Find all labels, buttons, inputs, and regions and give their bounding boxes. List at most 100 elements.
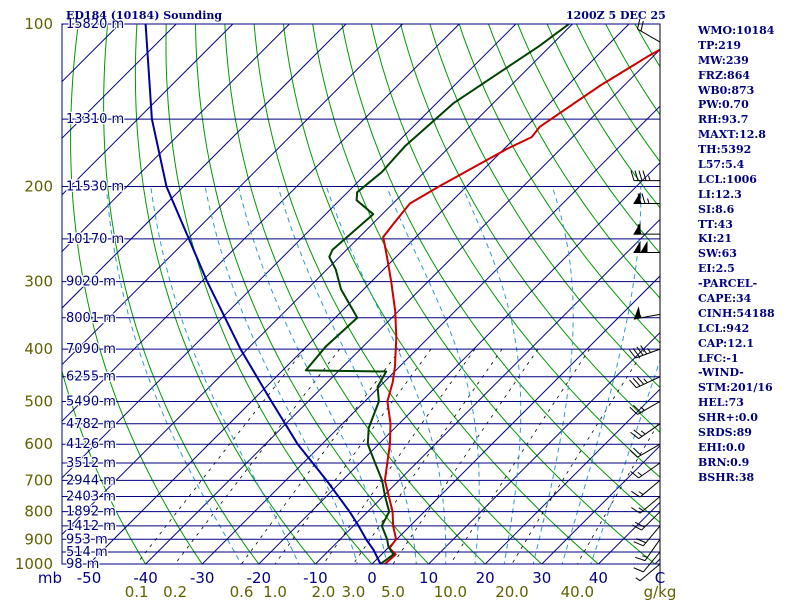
dry-adiabat-line xyxy=(458,24,660,344)
wind-barb-half-flag xyxy=(638,491,644,495)
wind-barb-half-flag xyxy=(638,507,644,512)
dry-adiabat-line xyxy=(517,24,660,254)
wind-barb-flag xyxy=(633,429,643,437)
valid-time: 1200Z 5 DEC 25 xyxy=(566,9,666,22)
index-item: RH:93.7 xyxy=(698,113,749,127)
pressure-tick-label: 200 xyxy=(24,178,53,196)
height-label: 2944 m xyxy=(66,473,116,488)
index-item: STM:201/16 xyxy=(698,381,773,395)
sounding-line xyxy=(144,24,383,564)
wind-barb-half-flag xyxy=(635,577,641,582)
index-item: TH:5392 xyxy=(698,143,752,157)
mixing-ratio-tick-label: 5.0 xyxy=(381,583,405,600)
mixing-ratio-tick-label: 2.0 xyxy=(311,583,335,600)
dry-adiabat-line xyxy=(103,24,260,564)
isotherm-line xyxy=(144,48,660,564)
index-item: BSHR:38 xyxy=(698,470,755,484)
wind-barb-flag xyxy=(632,524,642,531)
wind-barb xyxy=(633,191,660,205)
temperature-tick-label: 20 xyxy=(476,569,495,587)
mixing-ratio-line xyxy=(576,420,660,564)
wind-barb-half-flag xyxy=(642,555,648,558)
plot-frame xyxy=(61,23,661,588)
dry-adiabat-line xyxy=(341,24,660,524)
moist-adiabat-line xyxy=(386,186,480,564)
wind-barb-flag xyxy=(640,345,648,355)
index-item: SHR+:0.0 xyxy=(698,411,758,425)
isotherm-line xyxy=(62,24,460,422)
isotherm-lines xyxy=(62,24,660,564)
isotherm-line xyxy=(62,24,64,26)
sounding-line xyxy=(381,48,660,564)
dry-adiabat-line xyxy=(400,24,660,434)
index-item: KI:21 xyxy=(698,232,733,246)
wind-barb-shaft xyxy=(644,539,661,561)
wind-barb-half-flag xyxy=(640,406,645,411)
mixing-ratio-line xyxy=(274,348,432,564)
isotherm-line xyxy=(62,24,177,139)
temperature-tick-label: 10 xyxy=(419,569,438,587)
mixing-ratio-line xyxy=(352,348,503,564)
wind-barb xyxy=(628,345,661,359)
isotherm-line xyxy=(62,24,234,196)
wind-barb-shaft xyxy=(642,551,661,573)
height-label: 1892 m xyxy=(66,505,116,520)
index-item: EHI:0.0 xyxy=(698,440,746,454)
index-item: TP:219 xyxy=(698,38,742,52)
mixing-ratio-line xyxy=(392,348,539,564)
temperature-tick-label: -10 xyxy=(303,569,328,587)
index-item: LI:12.3 xyxy=(698,187,742,201)
pressure-tick-label: 100 xyxy=(24,15,53,33)
isotherm-line xyxy=(427,331,660,564)
index-item: SW:63 xyxy=(698,247,737,261)
wind-barb xyxy=(630,423,661,440)
dry-adiabat-lines xyxy=(62,24,660,564)
isotherm-line xyxy=(62,24,403,366)
height-label: 8001 m xyxy=(66,311,116,326)
wind-barb-half-flag xyxy=(648,175,651,181)
height-label: 3512 m xyxy=(66,456,116,471)
height-label: 4782 m xyxy=(66,417,116,432)
index-item: -PARCEL- xyxy=(698,277,758,291)
wind-barb-half-flag xyxy=(647,348,652,353)
index-item: WMO:10184 xyxy=(698,24,775,37)
wind-barb xyxy=(632,511,661,531)
index-item: -WIND- xyxy=(698,366,744,380)
wind-barb-half-flag xyxy=(637,471,643,476)
wind-barb-flag xyxy=(635,556,646,562)
moist-adiabat-line xyxy=(325,186,447,564)
index-item: SI:8.6 xyxy=(698,202,735,216)
wind-barb-flag xyxy=(636,538,647,544)
mixing-ratio-line xyxy=(174,348,341,564)
wind-barb-flag xyxy=(641,193,646,204)
isotherm-line xyxy=(88,24,630,564)
index-item: WB0:873 xyxy=(698,83,755,97)
moist-adiabat-line xyxy=(590,358,660,564)
wind-barb-flag xyxy=(640,20,644,32)
pressure-tick-label: 300 xyxy=(24,273,53,291)
wind-barb xyxy=(631,479,661,498)
wind-barb xyxy=(633,306,661,320)
dry-adiabat-line xyxy=(546,24,660,209)
height-label: 9020 m xyxy=(66,275,116,290)
station-title: ED184 (10184) Sounding xyxy=(66,9,223,22)
wind-barb-pennant xyxy=(633,240,641,254)
height-label: 5490 m xyxy=(66,394,116,409)
dry-adiabat-line xyxy=(370,24,660,478)
wind-barb-flag xyxy=(636,376,645,385)
mixing-ratio-line xyxy=(136,348,305,564)
wind-barb-shaft xyxy=(638,462,661,479)
wind-barb-shaft xyxy=(637,28,661,43)
moist-adiabat-line xyxy=(238,186,388,564)
moist-adiabat-line xyxy=(561,186,642,564)
wind-barb-flag xyxy=(637,224,642,235)
moist-adiabat-lines xyxy=(105,186,660,564)
pressure-tick-label: 800 xyxy=(24,503,53,521)
mixing-ratio-unit-label: g/kg xyxy=(644,583,677,600)
isotherm-line xyxy=(484,388,660,564)
wind-barb-shaft xyxy=(638,423,661,440)
wind-barb-shaft xyxy=(639,496,661,514)
wind-barb xyxy=(629,376,661,389)
wind-barb-flag xyxy=(633,567,644,573)
pressure-tick-label: 1000 xyxy=(15,555,53,573)
